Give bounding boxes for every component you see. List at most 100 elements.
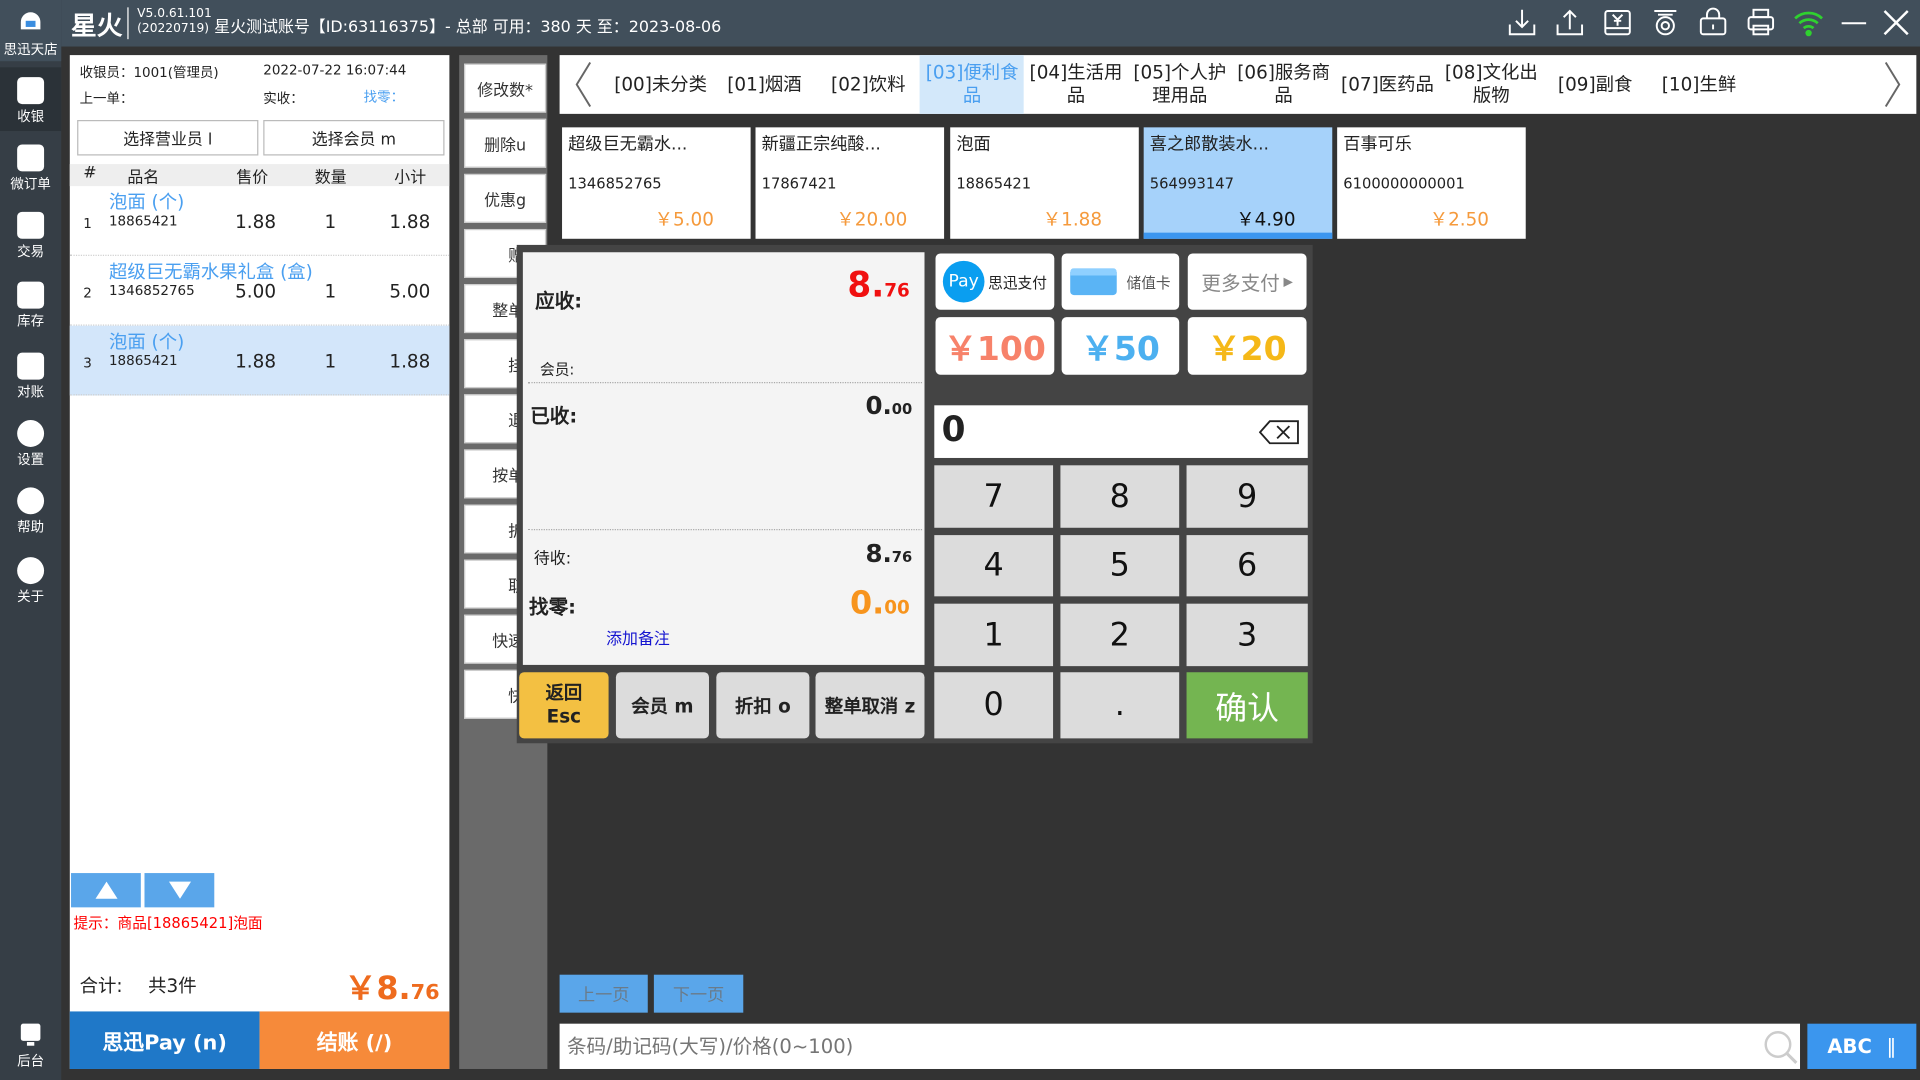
card-icon <box>1070 268 1117 296</box>
sidebar-item-reconcile[interactable]: 对账 <box>0 343 61 407</box>
keypad-2[interactable]: 2 <box>1060 603 1180 667</box>
select-staff-button[interactable]: 选择营业员 l <box>77 120 259 156</box>
keypad-0[interactable]: 0 <box>934 672 1054 739</box>
category-tab[interactable]: [00]未分类 <box>609 55 713 114</box>
col-subtotal: 小计 <box>394 168 427 188</box>
wifi-icon[interactable] <box>1794 11 1823 37</box>
product-card[interactable]: 喜之郎散装水... 564993147 ￥4.90 <box>1143 127 1333 239</box>
product-price: ￥20.00 <box>836 208 908 231</box>
sidebar-item-transaction[interactable]: 交易 <box>0 202 61 266</box>
category-tab[interactable]: [09]副食 <box>1543 55 1647 114</box>
upload-icon[interactable] <box>1556 9 1584 36</box>
cash-100-button[interactable]: ￥100 <box>935 317 1055 375</box>
back-button[interactable]: 返回 Esc <box>519 672 609 739</box>
col-price: 售价 <box>236 168 269 188</box>
category-prev-icon[interactable] <box>572 60 594 109</box>
ime-toggle-button[interactable]: ABC ‖ <box>1807 1023 1917 1069</box>
keypad-6[interactable]: 6 <box>1186 535 1308 597</box>
member-button[interactable]: 会员 m <box>615 672 709 739</box>
ime-label: ABC <box>1827 1034 1872 1058</box>
sixun-pay-method-button[interactable]: Pay 思迅支付 <box>935 253 1055 310</box>
keypad-9[interactable]: 9 <box>1186 465 1308 528</box>
category-label: [09]副食 <box>1557 72 1633 95</box>
sidebar-item-info[interactable]: 关于 <box>0 547 61 611</box>
cancel-order-button[interactable]: 整单取消 z <box>815 672 925 739</box>
category-tab[interactable]: [06]服务商品 <box>1232 55 1336 114</box>
product-card[interactable]: 泡面 18865421 ￥1.88 <box>950 127 1139 239</box>
order-row[interactable]: 超级巨无霸水果礼盒 (盒) 2 1346852765 5.00 1 5.00 <box>69 256 450 326</box>
pending-amount: 8.76 <box>865 539 912 568</box>
col-name: 品名 <box>127 168 160 188</box>
sidebar-item-inventory[interactable]: 库存 <box>0 272 61 336</box>
row-code: 18865421 <box>108 352 178 369</box>
order-row[interactable]: 泡面 (个) 3 18865421 1.88 1 1.88 <box>69 325 450 396</box>
category-tab[interactable]: [05]个人护理用品 <box>1128 55 1232 114</box>
cash-50-button[interactable]: ￥50 <box>1061 317 1180 375</box>
category-next-icon[interactable] <box>1882 60 1904 109</box>
search-icon[interactable] <box>1762 1029 1799 1066</box>
cash-20-button[interactable]: ￥20 <box>1187 317 1307 375</box>
keypad-dot[interactable]: . <box>1060 672 1180 739</box>
keypad-3[interactable]: 3 <box>1186 603 1308 667</box>
printer-icon[interactable] <box>1747 8 1775 36</box>
sidebar-item-label: 后台 <box>17 1053 45 1069</box>
sidebar-item-order[interactable]: 微订单 <box>0 135 61 199</box>
scale-icon[interactable] <box>1654 10 1677 36</box>
backspace-icon[interactable] <box>1258 419 1301 446</box>
order-row[interactable]: 泡面 (个) 1 18865421 1.88 1 1.88 <box>69 186 450 256</box>
sidebar-item-cashier[interactable]: 收银 <box>0 67 62 132</box>
sixun-pay-button[interactable]: 思迅Pay (n) <box>69 1011 260 1069</box>
row-qty: 1 <box>324 350 337 373</box>
keypad-7[interactable]: 7 <box>934 465 1054 528</box>
scroll-up-button[interactable] <box>71 873 141 908</box>
lock-icon[interactable] <box>1699 7 1727 36</box>
sidebar-item-help[interactable]: 帮助 <box>0 478 61 542</box>
function-button[interactable]: 修改数* <box>464 63 547 113</box>
brand-store[interactable]: 思迅天店 <box>0 0 62 62</box>
discount-button[interactable]: 折扣 o <box>716 672 810 739</box>
amount-field[interactable]: 0 <box>934 405 1308 458</box>
keypad-8[interactable]: 8 <box>1060 465 1180 528</box>
prev-page-button[interactable]: 上一页 <box>559 974 648 1013</box>
category-tab[interactable]: [02]饮料 <box>816 55 920 114</box>
ime-caret-icon: ‖ <box>1886 1034 1897 1058</box>
product-price: ￥5.00 <box>654 208 714 231</box>
product-code: 17867421 <box>761 175 837 193</box>
scroll-down-button[interactable] <box>144 873 215 908</box>
row-qty: 1 <box>324 210 337 233</box>
cash-drawer-icon[interactable] <box>1604 10 1631 36</box>
help-icon <box>17 487 45 515</box>
product-card[interactable]: 超级巨无霸水... 1346852765 ￥5.00 <box>562 127 751 239</box>
sidebar-item-label: 库存 <box>17 313 45 330</box>
add-note-link[interactable]: 添加备注 <box>606 630 670 649</box>
function-button[interactable]: 优惠g <box>464 173 547 223</box>
keypad-5[interactable]: 5 <box>1060 535 1180 597</box>
category-tab[interactable]: [04]生活用品 <box>1024 55 1128 114</box>
download-icon[interactable] <box>1508 9 1536 36</box>
function-button[interactable]: 删除u <box>464 118 547 168</box>
search-box <box>559 1023 1801 1069</box>
category-tab[interactable]: [08]文化出版物 <box>1439 55 1543 114</box>
sidebar-item-backend[interactable]: 后台 <box>0 1016 61 1080</box>
category-label: [03]便利食品 <box>925 61 1019 107</box>
category-tab[interactable]: [03]便利食品 <box>920 55 1025 114</box>
next-page-button[interactable]: 下一页 <box>653 974 744 1013</box>
product-card[interactable]: 新疆正宗纯酸... 17867421 ￥20.00 <box>755 127 945 239</box>
keypad-1[interactable]: 1 <box>934 603 1054 667</box>
product-card[interactable]: 百事可乐 6100000000001 ￥2.50 <box>1337 127 1526 239</box>
member-label: 会员: <box>540 361 575 379</box>
category-tab[interactable]: [07]医药品 <box>1335 55 1439 114</box>
keypad-4[interactable]: 4 <box>934 535 1054 597</box>
stored-card-button[interactable]: 储值卡 <box>1061 253 1180 310</box>
row-name: 泡面 (个) <box>108 330 185 353</box>
search-input[interactable] <box>559 1023 1748 1069</box>
checkout-button[interactable]: 结账 (/) <box>259 1011 450 1069</box>
select-member-button[interactable]: 选择会员 m <box>263 120 445 156</box>
sidebar-item-gear[interactable]: 设置 <box>0 410 61 474</box>
confirm-button[interactable]: 确认 <box>1186 672 1308 739</box>
more-payment-button[interactable]: 更多支付 ▶ <box>1187 253 1307 310</box>
close-icon[interactable] <box>1883 10 1909 36</box>
category-tab[interactable]: [10]生鲜 <box>1647 55 1751 114</box>
paid-int: 0. <box>865 390 892 421</box>
category-tab[interactable]: [01]烟酒 <box>712 55 816 114</box>
